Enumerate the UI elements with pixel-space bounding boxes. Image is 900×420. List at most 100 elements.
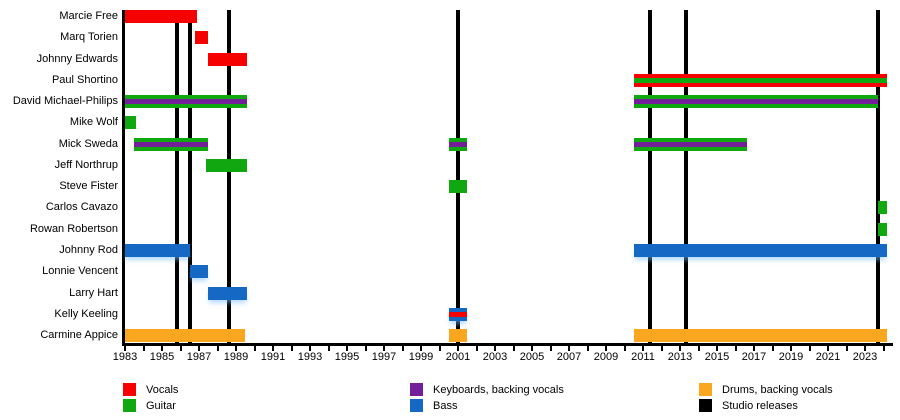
x-axis-tick bbox=[253, 346, 256, 351]
x-axis-tick bbox=[660, 346, 663, 351]
member-label: Rowan Robertson bbox=[29, 223, 118, 235]
timeline-bar-vocals bbox=[125, 10, 198, 23]
x-axis-tick-label: 2017 bbox=[741, 351, 767, 363]
x-axis-tick-label: 2005 bbox=[519, 351, 545, 363]
x-axis-tick-label: 2003 bbox=[482, 351, 508, 363]
x-axis-tick bbox=[827, 346, 829, 351]
role-stripe-keyboards bbox=[633, 142, 747, 147]
x-axis-tick bbox=[161, 346, 163, 351]
studio-release-line bbox=[174, 10, 179, 344]
timeline-bar-bass bbox=[448, 308, 468, 321]
legend-swatch-vocals bbox=[123, 383, 136, 396]
x-axis-tick bbox=[346, 346, 348, 351]
x-axis-tick-label: 1989 bbox=[223, 351, 249, 363]
member-label: Johnny Rod bbox=[59, 244, 118, 256]
legend-item-guitar: Guitar bbox=[123, 399, 176, 412]
role-stripe-guitar bbox=[633, 78, 888, 83]
member-label: Mike Wolf bbox=[69, 116, 118, 128]
role-stripe-keyboards bbox=[633, 99, 878, 104]
member-label: Steve Fister bbox=[59, 180, 118, 192]
member-label: Larry Hart bbox=[69, 287, 118, 299]
x-axis-tick-label: 2021 bbox=[815, 351, 841, 363]
role-stripe-keyboards bbox=[448, 142, 468, 147]
legend-label-releases: Studio releases bbox=[722, 399, 798, 412]
x-axis-tick bbox=[549, 346, 552, 351]
legend-swatch-releases bbox=[699, 399, 712, 412]
x-axis-tick bbox=[790, 346, 792, 351]
member-label: Marcie Free bbox=[59, 10, 118, 22]
x-axis-tick bbox=[124, 346, 126, 351]
timeline-bar-guitar bbox=[206, 159, 248, 172]
member-label: Johnny Edwards bbox=[36, 53, 118, 65]
timeline-bar-guitar bbox=[877, 201, 888, 214]
x-axis-tick-label: 1995 bbox=[334, 351, 360, 363]
x-axis-tick bbox=[420, 346, 422, 351]
x-axis-tick-label: 2023 bbox=[852, 351, 878, 363]
x-axis-tick-label: 2009 bbox=[593, 351, 619, 363]
studio-release-line bbox=[683, 10, 688, 344]
x-axis-tick bbox=[198, 346, 200, 351]
x-axis-tick bbox=[845, 346, 848, 351]
member-label: Kelly Keeling bbox=[54, 308, 118, 320]
x-axis-tick bbox=[586, 346, 589, 351]
x-axis-tick bbox=[475, 346, 478, 351]
x-axis-tick-label: 1991 bbox=[260, 351, 286, 363]
x-axis-tick-label: 2011 bbox=[631, 351, 655, 363]
x-axis-tick-label: 2015 bbox=[704, 351, 730, 363]
member-label: Carlos Cavazo bbox=[45, 201, 118, 213]
timeline-bar-guitar bbox=[125, 95, 248, 108]
timeline-bar-guitar bbox=[125, 116, 137, 129]
x-axis-tick-label: 2013 bbox=[667, 351, 693, 363]
member-label: Carmine Appice bbox=[40, 329, 118, 341]
x-axis-tick bbox=[864, 346, 866, 351]
member-label: Lonnie Vencent bbox=[42, 265, 118, 277]
x-axis-tick bbox=[642, 346, 644, 351]
legend-swatch-drums bbox=[699, 383, 712, 396]
x-axis-tick bbox=[179, 346, 182, 351]
x-axis-line bbox=[122, 343, 893, 346]
legend-label-drums: Drums, backing vocals bbox=[722, 383, 833, 396]
x-axis-tick bbox=[235, 346, 237, 351]
legend-label-vocals: Vocals bbox=[146, 383, 179, 396]
x-axis-tick bbox=[734, 346, 737, 351]
legend-item-bass: Bass bbox=[410, 399, 457, 412]
studio-release-line bbox=[226, 10, 231, 344]
member-label: David Michael-Philips bbox=[12, 95, 118, 107]
x-axis-tick-label: 1993 bbox=[297, 351, 323, 363]
x-axis-tick-label: 1997 bbox=[371, 351, 397, 363]
timeline-bar-vocals bbox=[195, 31, 209, 44]
x-axis-tick-label: 1987 bbox=[186, 351, 212, 363]
timeline-bar-drums bbox=[633, 329, 888, 342]
timeline-bar-drums bbox=[125, 329, 246, 342]
legend-label-guitar: Guitar bbox=[146, 399, 176, 412]
timeline-bar-bass bbox=[208, 287, 248, 300]
legend-item-keyboards: Keyboards, backing vocals bbox=[410, 383, 564, 396]
timeline-bar-guitar bbox=[877, 223, 888, 236]
x-axis-tick bbox=[623, 346, 626, 351]
x-axis-tick bbox=[512, 346, 515, 351]
x-axis-tick-label: 2019 bbox=[778, 351, 804, 363]
studio-release-line bbox=[875, 10, 880, 344]
x-axis-tick-label: 2001 bbox=[445, 351, 471, 363]
x-axis-tick bbox=[771, 346, 774, 351]
legend-item-drums: Drums, backing vocals bbox=[699, 383, 833, 396]
x-axis-tick-label: 1983 bbox=[112, 351, 138, 363]
timeline-bar-vocals bbox=[208, 53, 248, 66]
x-axis-tick bbox=[531, 346, 533, 351]
timeline-bar-guitar bbox=[448, 138, 468, 151]
role-stripe-keyboards bbox=[125, 99, 248, 104]
x-axis-tick bbox=[808, 346, 811, 351]
legend-swatch-guitar bbox=[123, 399, 136, 412]
studio-release-line bbox=[648, 10, 653, 344]
role-stripe-keyboards bbox=[134, 142, 209, 147]
x-axis-tick bbox=[272, 346, 274, 351]
legend-item-vocals: Vocals bbox=[123, 383, 178, 396]
x-axis-tick bbox=[327, 346, 330, 351]
x-axis-tick-label: 2007 bbox=[556, 351, 582, 363]
x-axis-tick bbox=[568, 346, 570, 351]
x-axis-tick bbox=[401, 346, 404, 351]
legend-swatch-keyboards bbox=[410, 383, 423, 396]
studio-release-line bbox=[187, 10, 192, 344]
x-axis-tick bbox=[142, 346, 145, 351]
